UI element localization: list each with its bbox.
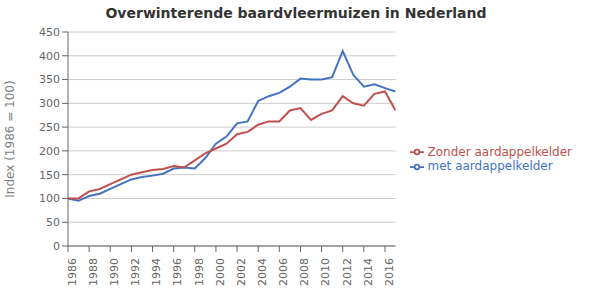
- svg-text:2002: 2002: [235, 258, 248, 286]
- svg-text:250: 250: [39, 121, 60, 134]
- svg-text:1996: 1996: [171, 258, 184, 286]
- svg-text:450: 450: [39, 26, 60, 39]
- svg-text:1990: 1990: [108, 258, 121, 286]
- svg-text:300: 300: [39, 97, 60, 110]
- svg-text:50: 50: [46, 216, 60, 229]
- svg-text:200: 200: [39, 145, 60, 158]
- svg-text:0: 0: [53, 240, 60, 253]
- svg-text:2010: 2010: [319, 258, 332, 286]
- svg-text:350: 350: [39, 73, 60, 86]
- html-text:Zonder aardappelkelder: Zonder aardappelkelder: [427, 144, 572, 159]
- svg-text:1992: 1992: [129, 258, 142, 286]
- svg-text:2016: 2016: [383, 258, 396, 286]
- svg-text:2014: 2014: [362, 258, 375, 286]
- svg-text:2006: 2006: [277, 258, 290, 286]
- html-text:met aardappelkelder: met aardappelkelder: [427, 159, 553, 173]
- svg-text:2000: 2000: [214, 258, 227, 286]
- svg-text:1988: 1988: [87, 258, 100, 286]
- svg-text:1986: 1986: [66, 258, 79, 286]
- svg-text:2008: 2008: [298, 258, 311, 286]
- svg-text:100: 100: [39, 192, 60, 205]
- svg-text:Index (1986 = 100): Index (1986 = 100): [8, 80, 17, 197]
- svg-text:1998: 1998: [193, 258, 206, 286]
- svg-text:150: 150: [39, 169, 60, 182]
- svg-text:2004: 2004: [256, 258, 269, 286]
- svg-text:1994: 1994: [150, 258, 163, 286]
- svg-text:2012: 2012: [341, 258, 354, 286]
- svg-text:400: 400: [39, 50, 60, 63]
- html-text:Overwinterende baardvleermuize: Overwinterende baardvleermuizen in Neder…: [105, 5, 487, 21]
